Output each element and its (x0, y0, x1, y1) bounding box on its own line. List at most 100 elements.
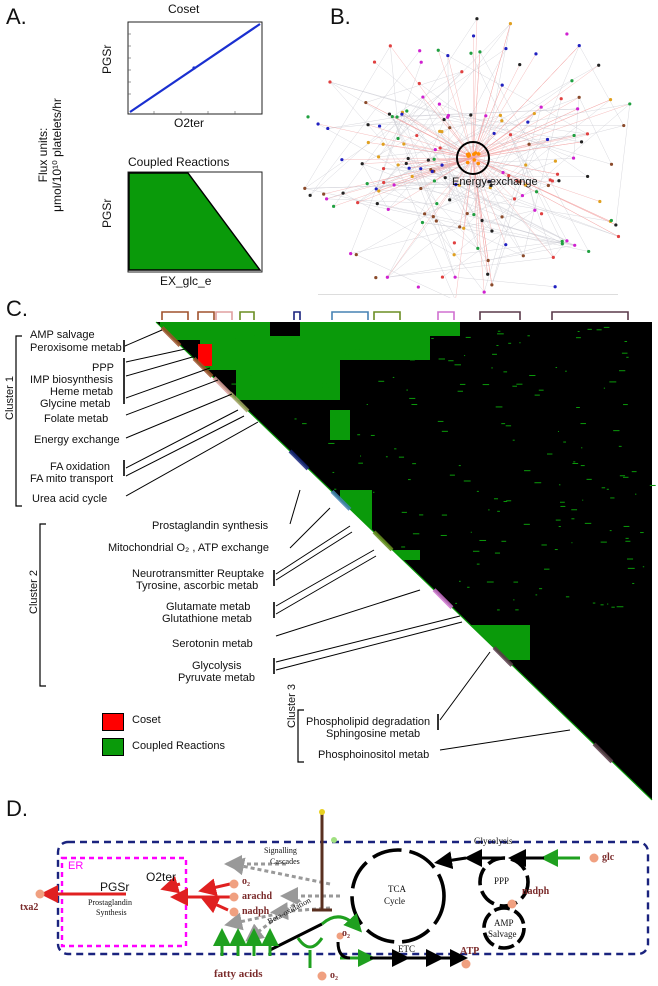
cluster-3-bracket (297, 709, 304, 763)
network-node (354, 253, 358, 257)
arachd-label: arachd (242, 891, 272, 902)
cluster-2-label: Cluster 2 (28, 569, 40, 614)
module-bracket (551, 311, 629, 320)
leader-line (275, 621, 463, 671)
ppp-ring (478, 856, 530, 908)
network-node (452, 253, 456, 257)
signalling-label-2: Cascades (270, 857, 300, 866)
network-node (490, 229, 494, 233)
leader-line (439, 729, 571, 751)
network-node (406, 156, 410, 161)
label-prostaglandin: Prostaglandin synthesis (152, 520, 269, 532)
coupled-plot (127, 171, 263, 273)
label-pyruvate: Pyruvate metab (178, 672, 256, 684)
prostaglandin-label-2: Synthesis (96, 908, 127, 917)
amp-ring (482, 906, 526, 950)
network-node (532, 111, 536, 116)
network-node (560, 239, 564, 243)
network-node (435, 202, 439, 206)
etc-label: ETC (398, 944, 415, 954)
leader-line (125, 393, 233, 439)
network-node (332, 204, 336, 208)
network-node (518, 180, 522, 184)
label-glutathione: Glutathione metab (162, 613, 252, 625)
nadph-label: nadph (242, 906, 270, 917)
network-node (480, 218, 484, 223)
tca-label-1: TCA (388, 884, 406, 894)
network-node (571, 156, 576, 160)
network-node (303, 186, 307, 191)
label-imp: IMP biosynthesis (30, 374, 113, 386)
network-node (419, 60, 423, 64)
network-node (622, 123, 626, 128)
network-node (534, 52, 538, 56)
network-node (628, 102, 632, 106)
panel-c-letter: C. (6, 296, 28, 321)
network-node (326, 126, 330, 131)
network-node (557, 179, 561, 183)
network-node (598, 199, 602, 204)
network-graph (303, 17, 632, 298)
network-node (443, 176, 447, 180)
network-node (478, 50, 482, 54)
network-node (548, 178, 552, 182)
network-node (498, 113, 503, 117)
network-node (419, 186, 423, 191)
network-node (546, 183, 550, 188)
glc-label: glc (602, 852, 615, 863)
network-node (377, 189, 381, 193)
network-node (431, 215, 435, 219)
network-node (325, 197, 329, 201)
network-node (433, 148, 437, 152)
network-node (438, 129, 442, 133)
network-node (316, 122, 320, 126)
label-heme: Heme metab (50, 386, 113, 398)
module-bracket (293, 311, 301, 320)
module-bracket (215, 311, 233, 320)
network-node (504, 243, 508, 247)
network-node (341, 191, 345, 195)
network-node (454, 182, 458, 187)
module-bracket (197, 311, 215, 320)
leader-line (289, 507, 331, 549)
network-node (418, 49, 422, 53)
tca-cycle-ring (350, 848, 446, 944)
network-node (539, 105, 543, 109)
network-node (523, 183, 528, 187)
network-node (597, 63, 601, 67)
network-node (476, 246, 480, 250)
heatmap-matrix (15, 311, 656, 810)
network-node (434, 219, 438, 223)
legend-coupled-label: Coupled Reactions (132, 740, 225, 752)
label-folate: Folate metab (44, 413, 109, 425)
o2ter-arrow (160, 876, 181, 894)
network-node (382, 180, 386, 185)
network-node (381, 142, 385, 146)
glycolysis-label: Glycolysis (474, 836, 513, 846)
coset-ylabel: PGSr (100, 44, 114, 74)
leader-line (275, 525, 351, 575)
network-node (376, 155, 381, 159)
label-neurotransmitter: Neurotransmitter Reuptake (132, 568, 265, 580)
o2-label-1: o₂ (242, 876, 250, 887)
network-node (507, 173, 511, 178)
network-node (306, 115, 310, 119)
network-node (452, 241, 456, 245)
legend-coset-swatch (102, 713, 124, 731)
network-node (457, 183, 461, 187)
network-node (386, 207, 390, 211)
txa2-label: txa2 (20, 902, 39, 913)
coupled-ylabel: PGSr (100, 198, 114, 228)
leader-line (125, 415, 245, 477)
network-node (458, 225, 462, 229)
network-node (377, 124, 382, 128)
coupled-title: Coupled Reactions (128, 155, 230, 169)
network-node (430, 169, 434, 174)
network-node (469, 51, 473, 55)
module-bracket (239, 311, 255, 320)
network-node (534, 190, 539, 194)
network-node (490, 283, 494, 287)
network-node (440, 275, 445, 279)
label-glycolysis: Glycolysis (192, 660, 242, 672)
amp-label-1: AMP (494, 918, 514, 928)
